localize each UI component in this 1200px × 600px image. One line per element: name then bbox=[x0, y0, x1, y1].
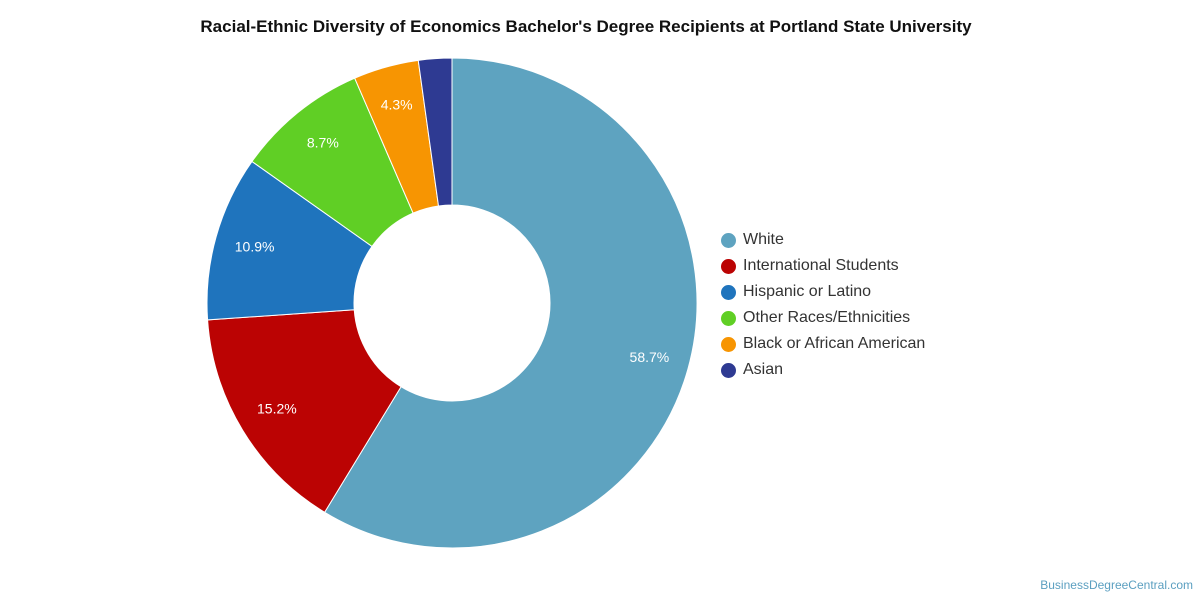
slice-labels: 58.7% 15.2% 10.9% 8.7% 4.3% bbox=[235, 96, 669, 416]
legend-swatch-icon bbox=[721, 336, 736, 352]
donut-slices bbox=[206, 57, 698, 549]
slice-international-students[interactable] bbox=[207, 309, 402, 513]
slice-value-label: 10.9% bbox=[235, 238, 275, 254]
legend-swatch-icon bbox=[721, 284, 736, 300]
legend-label: White bbox=[743, 231, 784, 248]
legend-label: Hispanic or Latino bbox=[743, 283, 872, 300]
slice-white[interactable] bbox=[323, 57, 698, 549]
legend-swatch-icon bbox=[721, 362, 736, 378]
legend-label: Black or African American bbox=[743, 335, 926, 352]
legend-item[interactable]: International Students bbox=[721, 253, 925, 279]
chart-title: Racial-Ethnic Diversity of Economics Bac… bbox=[200, 17, 972, 36]
legend-label: Other Races/Ethnicities bbox=[743, 309, 911, 326]
legend-swatch-icon bbox=[721, 258, 736, 274]
slice-value-label: 58.7% bbox=[630, 349, 670, 365]
slice-value-label: 15.2% bbox=[257, 400, 297, 416]
legend-item[interactable]: Black or African American bbox=[721, 331, 925, 357]
legend-item[interactable]: Hispanic or Latino bbox=[721, 279, 925, 305]
legend-label: Asian bbox=[743, 361, 784, 378]
legend-swatch-icon bbox=[721, 232, 736, 248]
slice-value-label: 8.7% bbox=[307, 135, 339, 151]
legend-swatch-icon bbox=[721, 310, 736, 326]
legend-label: International Students bbox=[743, 257, 899, 274]
legend-item[interactable]: Other Races/Ethnicities bbox=[721, 305, 925, 331]
legend-item[interactable]: Asian bbox=[721, 357, 925, 383]
legend-item[interactable]: White bbox=[721, 227, 925, 253]
slice-value-label: 4.3% bbox=[381, 96, 413, 112]
chart-legend: White International Students Hispanic or L… bbox=[721, 227, 925, 383]
source-watermark[interactable]: BusinessDegreeCentral.com bbox=[1040, 578, 1193, 592]
slice-asian[interactable] bbox=[417, 57, 453, 207]
